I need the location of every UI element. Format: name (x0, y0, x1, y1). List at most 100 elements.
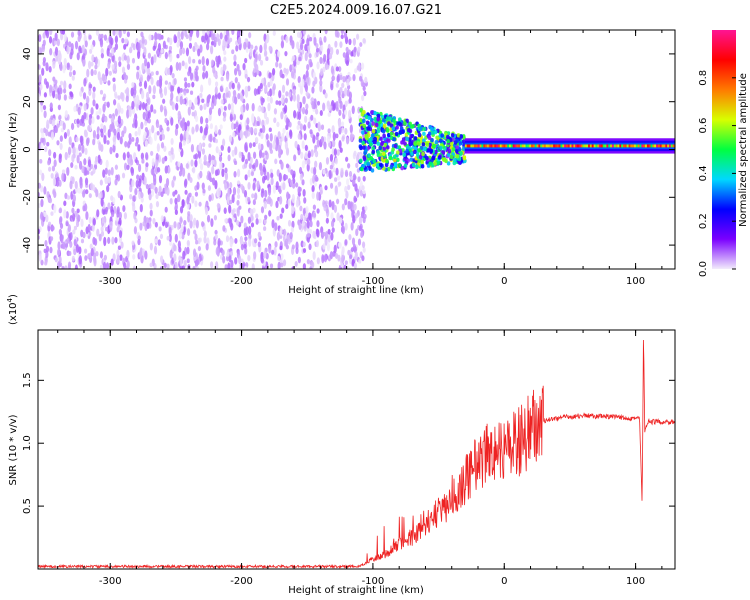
heatmap-cell (272, 185, 276, 194)
heatmap-cell (220, 144, 224, 151)
heatmap-cell (393, 164, 398, 169)
heatmap-cell (370, 110, 374, 115)
heatmap-cell (63, 57, 67, 66)
heatmap-cell (362, 85, 366, 91)
heatmap-cell (347, 162, 351, 169)
heatmap-cell (244, 174, 248, 181)
spectrogram-x-ticks: -300 -200 -100 0 100 (57, 30, 663, 287)
heatmap-cell (222, 225, 226, 232)
heatmap-cell (63, 209, 67, 219)
heatmap-cell (264, 150, 268, 156)
heatmap-cell (205, 117, 209, 124)
heatmap-cell (393, 154, 397, 159)
heatmap-cell (639, 144, 642, 148)
heatmap-cell (164, 206, 168, 213)
heatmap-cell (126, 63, 131, 71)
heatmap-cell (536, 144, 539, 148)
heatmap-cell (56, 181, 60, 187)
heatmap-cell (203, 230, 207, 238)
heatmap-cell (291, 205, 295, 215)
heatmap-cell (224, 41, 228, 48)
spectrogram-cells (38, 30, 675, 269)
heatmap-cell (114, 178, 118, 186)
heatmap-cell (276, 215, 280, 221)
heatmap-cell (562, 144, 565, 148)
heatmap-cell (257, 231, 261, 238)
heatmap-cell (59, 120, 63, 127)
heatmap-cell (119, 254, 123, 261)
heatmap-cell (129, 184, 133, 193)
heatmap-cell (577, 144, 580, 148)
heatmap-cell (308, 243, 312, 251)
heatmap-cell (218, 129, 222, 136)
heatmap-cell (646, 144, 650, 148)
heatmap-cell (256, 116, 261, 122)
heatmap-cell (358, 216, 363, 226)
heatmap-cell (247, 151, 251, 162)
heatmap-cell (291, 193, 295, 204)
heatmap-cell (92, 167, 96, 175)
heatmap-cell (166, 126, 170, 132)
heatmap-cell (208, 153, 212, 163)
heatmap-cell (267, 186, 272, 196)
heatmap-cell (45, 30, 50, 39)
heatmap-cell (214, 124, 218, 135)
heatmap-cell (122, 152, 126, 161)
heatmap-cell (41, 44, 46, 53)
heatmap-cell (251, 193, 255, 199)
heatmap-cell (319, 189, 323, 195)
heatmap-cell (192, 248, 197, 258)
heatmap-cell (186, 228, 191, 237)
heatmap-cell (600, 144, 604, 148)
heatmap-cell (100, 197, 104, 207)
heatmap-cell (359, 42, 363, 48)
heatmap-cell (202, 142, 206, 148)
heatmap-cell (142, 221, 146, 227)
heatmap-cell (340, 127, 345, 134)
heatmap-cell (147, 52, 151, 59)
heatmap-cell (295, 182, 299, 188)
heatmap-cell (360, 166, 364, 172)
heatmap-cell (229, 37, 233, 43)
heatmap-cell (74, 165, 78, 170)
heatmap-cell (134, 187, 138, 196)
heatmap-cell (278, 100, 282, 106)
heatmap-cell (177, 161, 181, 168)
heatmap-cell (299, 173, 303, 182)
heatmap-cell (240, 243, 245, 251)
heatmap-cell (159, 233, 164, 240)
heatmap-cell (126, 55, 130, 65)
heatmap-cell (451, 147, 456, 152)
heatmap-cell (306, 63, 310, 71)
heatmap-cell (180, 224, 184, 233)
heatmap-cell (446, 152, 451, 158)
heatmap-cell (199, 44, 203, 53)
heatmap-cell (556, 144, 559, 148)
heatmap-cell (126, 249, 130, 259)
heatmap-cell (210, 45, 214, 55)
heatmap-cell (186, 138, 190, 145)
heatmap-cell (604, 144, 607, 148)
heatmap-cell (269, 96, 273, 104)
heatmap-cell (176, 41, 180, 48)
heatmap-cell (223, 111, 227, 119)
heatmap-cell (291, 55, 296, 62)
heatmap-cell (362, 145, 366, 150)
heatmap-cell (439, 145, 443, 151)
heatmap-cell (89, 48, 93, 54)
heatmap-cell (70, 48, 74, 56)
heatmap-cell (475, 144, 479, 148)
heatmap-cell (597, 144, 600, 148)
heatmap-cell (202, 225, 206, 232)
heatmap-cell (297, 76, 301, 84)
heatmap-cell (301, 160, 305, 169)
heatmap-cell (227, 187, 231, 198)
heatmap-cell (255, 136, 259, 143)
heatmap-cell (65, 211, 69, 219)
heatmap-cell (173, 253, 177, 262)
heatmap-cell (261, 188, 265, 194)
heatmap-cell (319, 68, 324, 77)
heatmap-cell (252, 142, 256, 148)
heatmap-cell (191, 195, 195, 204)
heatmap-cell (100, 33, 104, 39)
